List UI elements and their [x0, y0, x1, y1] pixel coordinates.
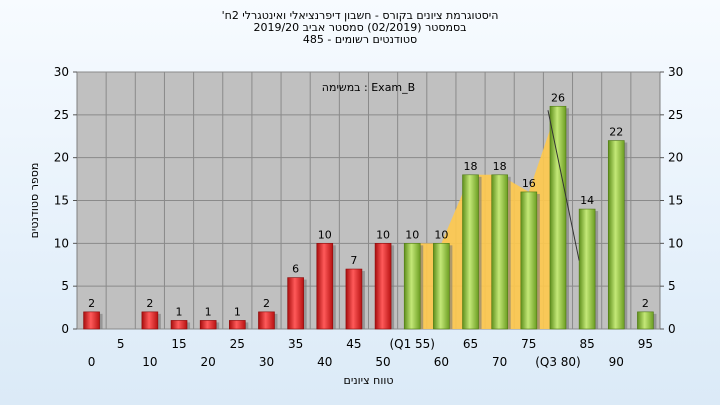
bar-40 — [316, 243, 334, 330]
bar-60 — [433, 243, 450, 330]
bar-30 — [258, 311, 275, 330]
x-tick-label-upper: (Q1 55) — [389, 337, 435, 351]
bar-10 — [141, 311, 159, 330]
x-tick-label-upper: 75 — [521, 337, 536, 351]
bar-20 — [199, 320, 217, 330]
data-label-15: 1 — [176, 305, 183, 318]
bar-50 — [374, 243, 392, 330]
x-tick-label-lower: 90 — [609, 355, 624, 369]
y-tick-label-left: 30 — [54, 65, 69, 79]
x-tick-label-upper: 5 — [117, 337, 125, 351]
y-tick-label-left: 25 — [54, 108, 69, 122]
x-axis-title: טווח ציונים — [344, 374, 394, 387]
y-tick-label-left: 20 — [54, 151, 69, 165]
connector-line — [547, 110, 580, 261]
bar-90 — [607, 140, 625, 330]
y-tick-label-right: 25 — [668, 108, 683, 122]
y-tick-label-left: 5 — [61, 279, 69, 293]
chart-title-line-2: בסמסטר (02/2019) סמסטר אביב 2019/20 — [253, 21, 467, 34]
x-tick-label-lower: 30 — [259, 355, 274, 369]
x-tick-label-lower: 70 — [492, 355, 507, 369]
bar-75 — [520, 191, 538, 330]
data-label-90: 22 — [609, 126, 623, 139]
y-tick-label-left: 15 — [54, 194, 69, 208]
bar-80 — [549, 105, 567, 330]
bar-35 — [287, 277, 304, 330]
x-tick-label-upper: 85 — [579, 337, 594, 351]
x-tick-label-lower: 60 — [434, 355, 449, 369]
y-tick-label-right: 20 — [668, 151, 683, 165]
y-tick-label-right: 15 — [668, 194, 683, 208]
data-label-10: 2 — [146, 297, 153, 310]
bar-0 — [83, 311, 100, 330]
bar-65 — [462, 174, 479, 330]
x-tick-label-upper: 35 — [288, 337, 303, 351]
data-label-60: 10 — [434, 228, 448, 241]
data-label-0: 2 — [88, 297, 95, 310]
y-tick-label-right: 5 — [668, 279, 676, 293]
bar-95 — [637, 311, 654, 330]
x-tick-label-lower: 0 — [88, 355, 96, 369]
data-label-25: 1 — [234, 305, 241, 318]
data-label-85: 14 — [580, 194, 594, 207]
data-label-65: 18 — [464, 160, 478, 173]
data-label-70: 18 — [493, 160, 507, 173]
data-label-45: 7 — [350, 254, 357, 267]
bar-45 — [345, 268, 363, 330]
data-label-75: 16 — [522, 177, 536, 190]
data-label-95: 2 — [642, 297, 649, 310]
data-label-50: 10 — [376, 228, 390, 241]
chart-title-line-1: 'היסטוגרמת ציונים בקורס - חשבון דיפרנציא… — [221, 9, 499, 22]
chart-annotation: במשימה : Exam_B — [322, 81, 415, 94]
y-tick-label-right: 0 — [668, 322, 676, 336]
data-label-30: 2 — [263, 297, 270, 310]
bar-55 — [403, 243, 421, 330]
bar-85 — [578, 208, 596, 330]
chart-title-line-3: 485 - סטודנטים רשומים — [302, 33, 418, 46]
y-tick-label-left: 0 — [61, 322, 69, 336]
y-tick-label-right: 10 — [668, 236, 683, 250]
x-tick-label-upper: 65 — [463, 337, 478, 351]
x-tick-label-upper: 15 — [171, 337, 186, 351]
x-tick-label-lower: 20 — [201, 355, 216, 369]
x-tick-label-lower: 40 — [317, 355, 332, 369]
y-tick-label-right: 30 — [668, 65, 683, 79]
bar-15 — [170, 320, 188, 330]
data-label-80: 26 — [551, 91, 565, 104]
x-tick-label-lower: 10 — [142, 355, 157, 369]
data-label-55: 10 — [405, 228, 419, 241]
x-tick-label-upper: 45 — [346, 337, 361, 351]
data-label-35: 6 — [292, 263, 299, 276]
x-tick-label-lower: 50 — [375, 355, 390, 369]
chart-title-block: 'היסטוגרמת ציונים בקורס - חשבון דיפרנציא… — [0, 10, 720, 46]
data-label-40: 10 — [318, 228, 332, 241]
bar-25 — [229, 320, 246, 330]
y-tick-label-left: 10 — [54, 236, 69, 250]
data-label-20: 1 — [205, 305, 212, 318]
y-axis-title: מספר סטודנטים — [28, 163, 41, 239]
bar-70 — [491, 174, 508, 330]
x-tick-label-upper: 95 — [638, 337, 653, 351]
x-tick-label-lower: (Q3 80) — [535, 355, 581, 369]
x-tick-label-upper: 25 — [230, 337, 245, 351]
